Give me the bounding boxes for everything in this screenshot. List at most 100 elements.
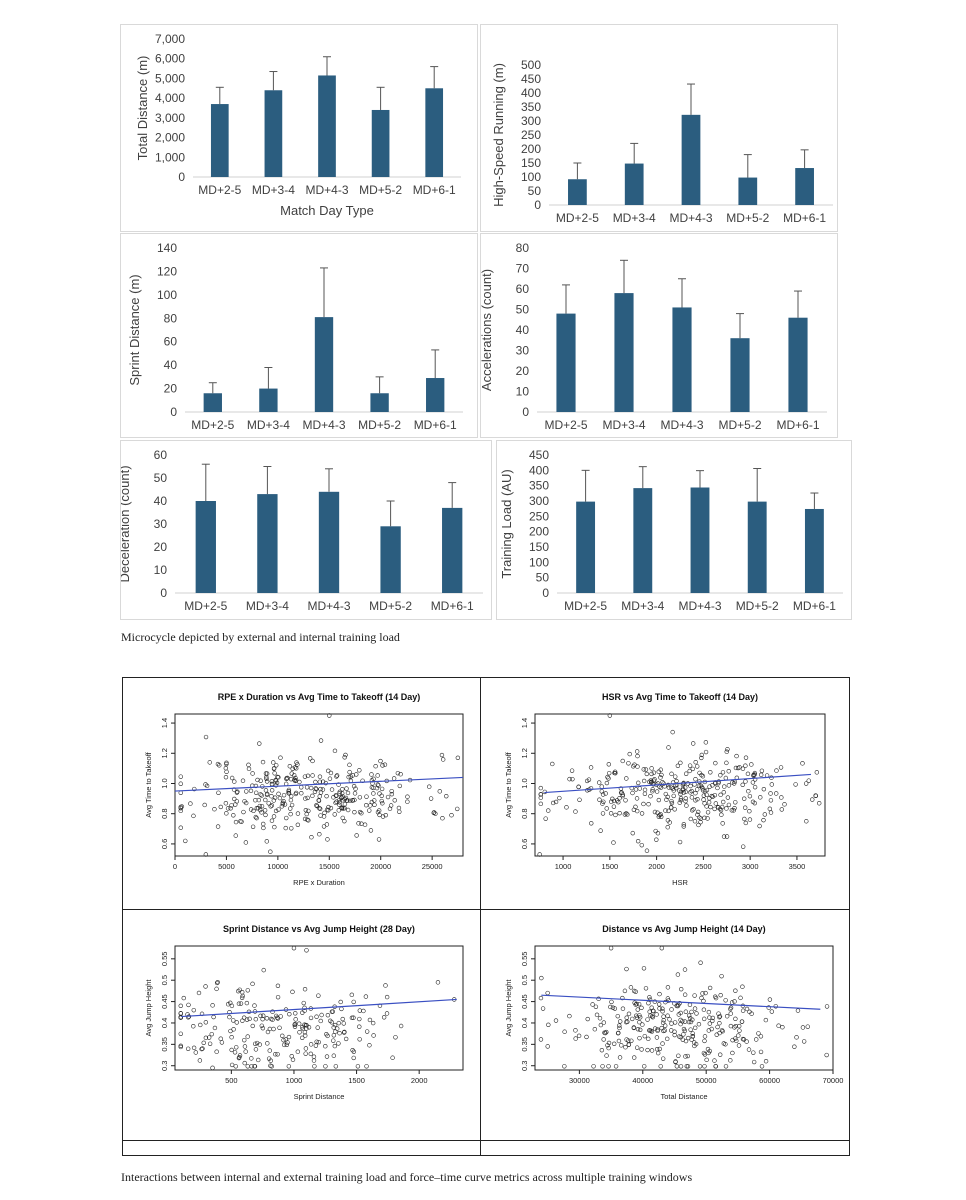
y-tick-label: 4,000	[155, 91, 185, 105]
x-tick-label: MD+6-1	[776, 418, 819, 432]
data-point	[367, 1043, 372, 1048]
data-point	[268, 1058, 273, 1063]
data-point	[261, 967, 266, 973]
data-point	[803, 781, 809, 786]
data-point	[380, 801, 385, 806]
data-point	[676, 1053, 681, 1058]
data-point	[683, 789, 688, 795]
data-point	[646, 1036, 651, 1042]
data-point	[659, 945, 665, 951]
data-point	[743, 779, 748, 784]
data-point	[179, 804, 185, 809]
data-point	[726, 802, 732, 808]
data-point	[354, 833, 359, 838]
data-point	[672, 807, 677, 812]
scatter-title: Sprint Distance vs Avg Jump Height (28 D…	[223, 924, 415, 934]
data-point	[297, 779, 302, 785]
data-point	[701, 793, 707, 798]
data-point	[275, 1052, 280, 1057]
data-point	[212, 806, 217, 812]
data-point	[780, 1025, 785, 1030]
trend-line	[541, 994, 821, 1010]
y-tick-label: 70	[516, 262, 530, 276]
data-point	[303, 807, 309, 813]
y-tick-label: 0.45	[160, 994, 169, 1009]
bar-MD+6-1	[425, 88, 444, 177]
data-point	[673, 774, 678, 779]
data-point	[359, 821, 364, 826]
data-point	[264, 779, 270, 784]
data-point	[661, 781, 666, 786]
data-point	[620, 758, 625, 764]
bar-MD+3-4	[259, 388, 278, 412]
y-tick-label: 0.6	[520, 839, 529, 849]
data-point	[398, 1023, 404, 1029]
data-point	[342, 801, 348, 807]
data-point	[743, 763, 748, 768]
data-point	[449, 812, 454, 818]
x-tick-label: 1000	[555, 862, 572, 871]
data-point	[274, 780, 280, 786]
data-point	[699, 772, 704, 778]
y-axis-label: High-Speed Running (m)	[491, 63, 506, 207]
data-point	[264, 776, 269, 781]
data-point	[289, 826, 294, 831]
data-point	[723, 775, 729, 781]
data-point	[300, 1010, 305, 1015]
data-point	[646, 1000, 651, 1006]
data-point	[700, 991, 705, 996]
data-point	[720, 821, 725, 826]
data-point	[669, 785, 674, 790]
data-point	[367, 1017, 373, 1023]
data-point	[329, 787, 335, 792]
data-point	[268, 849, 273, 854]
data-point	[317, 832, 322, 837]
data-point	[639, 811, 645, 816]
data-point	[543, 816, 548, 821]
data-point	[729, 1000, 735, 1005]
data-point	[323, 1044, 328, 1049]
x-tick-label: MD+4-3	[678, 599, 721, 613]
plot-box	[174, 945, 464, 1071]
data-point	[717, 1021, 722, 1026]
data-point	[245, 1064, 250, 1069]
data-point	[389, 791, 395, 797]
data-point	[712, 806, 717, 812]
data-point	[645, 1047, 650, 1053]
data-point	[538, 1037, 544, 1042]
data-point	[203, 734, 209, 740]
x-tick-label: MD+4-3	[669, 211, 712, 225]
data-point	[645, 1017, 650, 1022]
data-point	[261, 1013, 266, 1018]
data-point	[730, 1050, 735, 1056]
plot-box	[174, 713, 464, 857]
bar-MD+4-3	[690, 487, 710, 593]
data-point	[259, 1023, 265, 1028]
bar-MD+2-5	[576, 501, 596, 593]
data-point	[705, 816, 710, 821]
y-tick-label: 10	[516, 385, 530, 399]
data-point	[260, 1025, 266, 1031]
data-point	[292, 773, 297, 778]
data-point	[710, 794, 715, 799]
y-tick-label: 0	[522, 405, 529, 419]
data-point	[736, 1023, 742, 1029]
data-point	[313, 786, 318, 791]
data-point	[676, 1012, 682, 1017]
data-point	[192, 786, 197, 792]
x-axis-label: HSR	[672, 878, 688, 887]
data-point	[289, 794, 294, 799]
data-point	[576, 784, 581, 790]
data-point	[312, 1064, 317, 1069]
data-point	[351, 1055, 356, 1061]
data-point	[349, 992, 355, 998]
data-point	[723, 1064, 729, 1069]
data-point	[253, 1047, 259, 1052]
data-point	[539, 975, 544, 981]
data-point	[191, 1007, 196, 1013]
data-point	[648, 778, 654, 783]
data-point	[538, 995, 544, 1001]
data-point	[546, 1022, 551, 1027]
data-point	[660, 1041, 665, 1046]
data-point	[240, 778, 246, 783]
